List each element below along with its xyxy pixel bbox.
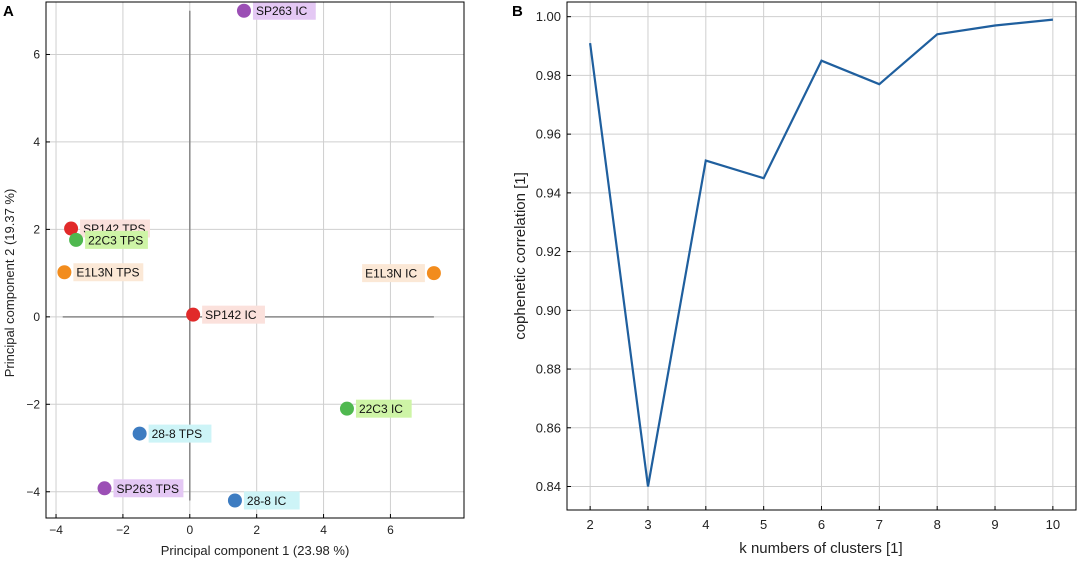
scatter-point-group: E1L3N IC [362, 264, 441, 283]
scatter-point-group: E1L3N TPS [57, 263, 144, 282]
scatter-point-group: SP263 IC [236, 1, 316, 20]
scatter-point [97, 481, 112, 496]
panel-a-origin-lines [62, 10, 434, 501]
panel-b-x-tick-label: 2 [587, 517, 594, 532]
point-label-background [362, 264, 425, 283]
panel-b-y-tick-label: 0.96 [536, 127, 561, 142]
point-label: 28-8 TPS [152, 427, 202, 441]
scatter-point-group: 22C3 TPS [69, 230, 148, 249]
panel-b-letter: B [512, 3, 523, 20]
panel-a-x-tick-label: 6 [387, 523, 394, 537]
point-label: 22C3 IC [359, 402, 403, 416]
panel-b-line-chart: 2 3 4 5 6 7 8 9 10 0.840.860.880.900.920.940.960… [512, 1, 1077, 557]
panel-b-x-tick-label: 5 [760, 517, 767, 532]
panel-b-y-axis-title: cophenetic correlation [1] [512, 172, 529, 340]
point-label: 28-8 IC [247, 494, 287, 508]
panel-a-letter: A [3, 3, 14, 20]
panel-b-grid [567, 2, 1076, 510]
point-label-background [355, 399, 412, 418]
point-label-background [73, 263, 144, 282]
panel-a-x-tick-label: 0 [186, 523, 193, 537]
scatter-point-group: 28-8 TPS [132, 424, 212, 443]
panel-b-y-tick-label: 0.92 [536, 244, 561, 259]
panel-a-y-tick-label: 6 [33, 47, 40, 61]
scatter-point-group: 22C3 IC [339, 399, 412, 418]
point-label: SP263 TPS [117, 482, 179, 496]
panel-b-x-tick-label: 4 [702, 517, 709, 532]
scatter-point-group: SP142 IC [186, 305, 265, 324]
panel-b-y-tick-label: 0.90 [536, 303, 561, 318]
scatter-point [132, 426, 147, 441]
point-label: SP263 IC [256, 4, 308, 18]
point-label: E1L3N TPS [76, 266, 139, 280]
panel-a-frame [45, 1, 465, 519]
panel-b-y-tick-label: 0.94 [536, 185, 561, 200]
point-label-background [202, 305, 265, 324]
panel-b-y-tick-label: 0.98 [536, 68, 561, 83]
point-label: SP142 IC [205, 308, 257, 322]
panel-a-y-tick-label: −4 [26, 485, 40, 499]
panel-b-x-tick-label: 3 [644, 517, 651, 532]
panel-a-y-ticks: −4 −2 0 2 4 6 [26, 47, 50, 499]
scatter-point [227, 493, 242, 508]
point-label-background [85, 230, 148, 249]
panel-a-x-ticks: −4 −2 0 2 4 6 [49, 514, 394, 537]
scatter-point [64, 221, 79, 236]
panel-b-x-tick-label: 9 [991, 517, 998, 532]
panel-a-y-tick-label: 2 [33, 222, 40, 236]
point-label-background [252, 1, 316, 20]
panel-b-y-tick-label: 0.86 [536, 420, 561, 435]
scatter-point [339, 401, 354, 416]
panel-b-x-ticks: 2 3 4 5 6 7 8 9 10 [587, 506, 1060, 532]
scatter-point [426, 266, 441, 281]
scatter-point [69, 232, 84, 247]
scatter-point [236, 3, 251, 18]
point-label: 22C3 TPS [88, 233, 143, 247]
scatter-point-group: SP263 TPS [97, 479, 184, 498]
panel-a-x-tick-label: −4 [49, 523, 63, 537]
panel-b-x-tick-label: 10 [1046, 517, 1060, 532]
panel-a-y-tick-label: −2 [26, 397, 40, 411]
point-label-background [113, 479, 184, 498]
panel-b-series-line [589, 18, 1054, 487]
scatter-point [57, 265, 72, 280]
panel-b-y-ticks: 0.84 0.86 0.88 0.90 0.92 0.94 0.96 0.98 1.00 [536, 9, 571, 494]
panel-b-y-tick-label: 0.88 [536, 362, 561, 377]
panel-b-y-tick-label: 1.00 [536, 9, 561, 24]
panel-b-x-tick-label: 6 [818, 517, 825, 532]
panel-b-x-tick-label: 8 [934, 517, 941, 532]
panel-a-y-tick-label: 4 [33, 135, 40, 149]
panel-a-x-tick-label: 4 [320, 523, 327, 537]
panel-b-x-axis-title: k numbers of clusters [1] [739, 540, 902, 557]
panel-b-x-tick-label: 7 [876, 517, 883, 532]
point-label: E1L3N IC [365, 267, 417, 281]
panel-a-x-tick-label: −2 [116, 523, 130, 537]
point-label-background [148, 424, 212, 443]
panel-a-y-tick-label: 0 [33, 310, 40, 324]
scatter-point [186, 307, 201, 322]
point-label-background [243, 491, 300, 510]
scatter-point-group: 28-8 IC [227, 491, 300, 510]
panel-a-x-axis-title: Principal component 1 (23.98 %) [161, 543, 350, 558]
panel-a-grid [46, 2, 464, 518]
panel-b-y-tick-label: 0.84 [536, 479, 561, 494]
panel-a-x-tick-label: 2 [253, 523, 260, 537]
panel-a-y-axis-title: Principal component 2 (19.37 %) [2, 189, 17, 378]
